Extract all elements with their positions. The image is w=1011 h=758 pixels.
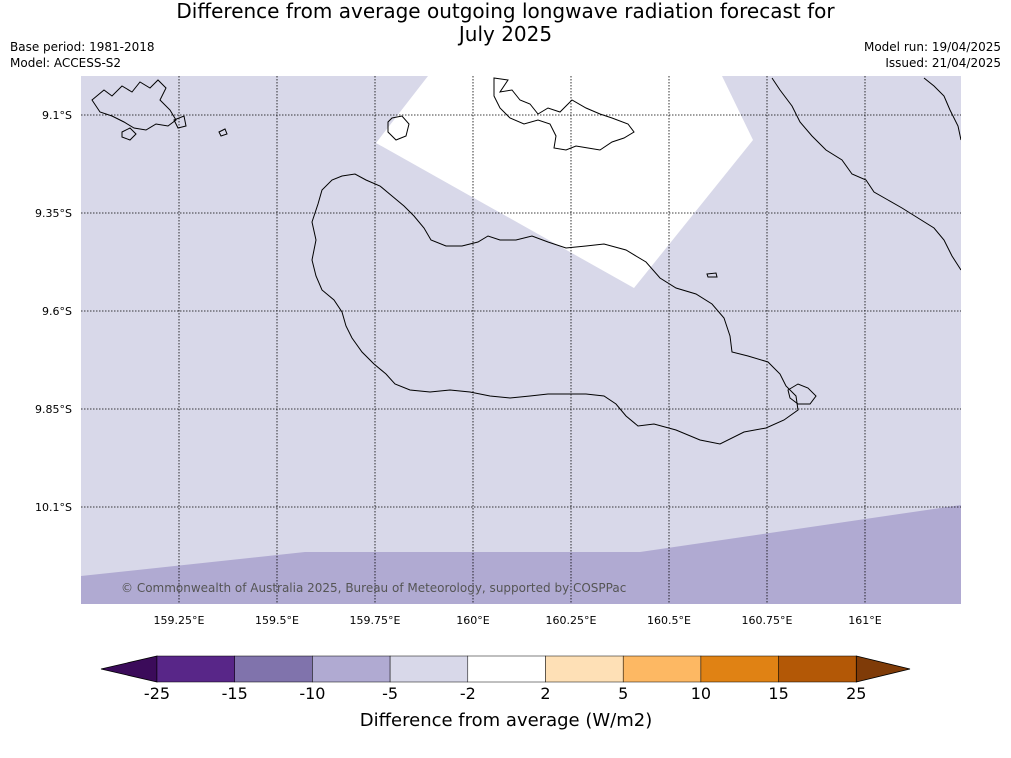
colorbar-segment xyxy=(778,655,857,683)
anomaly-fill-neutral xyxy=(376,76,753,288)
coastlines xyxy=(91,77,961,445)
meta-left: Base period: 1981-2018 Model: ACCESS-S2 xyxy=(10,39,155,71)
colorbar-segment xyxy=(545,655,624,683)
coastline-marau xyxy=(787,383,817,405)
chart-title: Difference from average outgoing longwav… xyxy=(0,0,1011,46)
colorbar-segment xyxy=(312,655,391,683)
colorbar-tick-label: 10 xyxy=(691,684,711,703)
colorbar-tick-label: 15 xyxy=(768,684,788,703)
lon-label: 159.5°E xyxy=(255,614,299,627)
lon-label: 160.75°E xyxy=(742,614,793,627)
lon-label: 159.25°E xyxy=(154,614,205,627)
lat-label: 10.1°S xyxy=(35,501,72,514)
colorbar-segment xyxy=(622,655,702,683)
lon-label: 159.75°E xyxy=(350,614,401,627)
longitude-labels: 159.25°E 159.5°E 159.75°E 160°E 160.25°E… xyxy=(154,614,882,627)
colorbar-extend-high xyxy=(855,655,911,683)
coastline-florida-islands xyxy=(91,79,177,131)
meta-right: Model run: 19/04/2025 Issued: 21/04/2025 xyxy=(864,39,1001,71)
colorbar-tick-label: -10 xyxy=(299,684,325,703)
model-name: Model: ACCESS-S2 xyxy=(10,56,122,70)
base-period: Base period: 1981-2018 xyxy=(10,40,155,54)
lat-label: 9.6°S xyxy=(42,305,72,318)
title-line-1: Difference from average outgoing longwav… xyxy=(176,0,835,23)
graticule xyxy=(81,76,961,604)
title-line-2: July 2025 xyxy=(458,22,553,46)
coastline-small-islet-2 xyxy=(173,115,187,129)
lat-label: 9.1°S xyxy=(42,109,72,122)
colorbar: -25 -15 -10 -5 -2 2 5 10 15 25 xyxy=(100,655,911,703)
colorbar-tick-label: 5 xyxy=(618,684,628,703)
colorbar-tick-label: -5 xyxy=(382,684,398,703)
issued-date: Issued: 21/04/2025 xyxy=(885,56,1001,70)
colorbar-segment xyxy=(156,655,235,683)
coastline-small-islet-4 xyxy=(706,272,718,278)
colorbar-segment xyxy=(700,655,779,683)
lon-label: 161°E xyxy=(848,614,881,627)
map-plot-area: © Commonwealth of Australia 2025, Bureau… xyxy=(81,76,961,604)
colorbar-label: Difference from average (W/m2) xyxy=(360,710,652,731)
coastline-small-islet-3 xyxy=(218,128,228,137)
lon-label: 160.5°E xyxy=(647,614,691,627)
coastline-small-islet-1 xyxy=(121,127,137,141)
copyright-notice: © Commonwealth of Australia 2025, Bureau… xyxy=(121,581,626,595)
colorbar-tick-label: -15 xyxy=(222,684,248,703)
lon-label: 160°E xyxy=(456,614,489,627)
colorbar-segment xyxy=(389,655,469,683)
colorbar-tick-label: -2 xyxy=(460,684,476,703)
model-run: Model run: 19/04/2025 xyxy=(863,40,1001,54)
anomaly-fill-medium xyxy=(81,505,961,604)
coastline-malaita xyxy=(771,77,961,271)
colorbar-segment xyxy=(234,655,313,683)
lat-label: 9.35°S xyxy=(35,207,72,220)
colorbar-tick-label: 2 xyxy=(540,684,550,703)
coastline-savo-island xyxy=(387,115,410,141)
latitude-labels: 9.1°S 9.35°S 9.6°S 9.85°S 10.1°S xyxy=(35,109,72,514)
coastline-malaita-north xyxy=(923,77,961,141)
colorbar-extend-low xyxy=(100,655,158,683)
coastline-russell-islands xyxy=(493,77,635,151)
coastline-guadalcanal xyxy=(311,173,799,445)
colorbar-tick-label: -25 xyxy=(144,684,170,703)
colorbar-segment xyxy=(467,655,546,683)
lon-label: 160.25°E xyxy=(546,614,597,627)
colorbar-tick-label: 25 xyxy=(846,684,866,703)
lat-label: 9.85°S xyxy=(35,403,72,416)
